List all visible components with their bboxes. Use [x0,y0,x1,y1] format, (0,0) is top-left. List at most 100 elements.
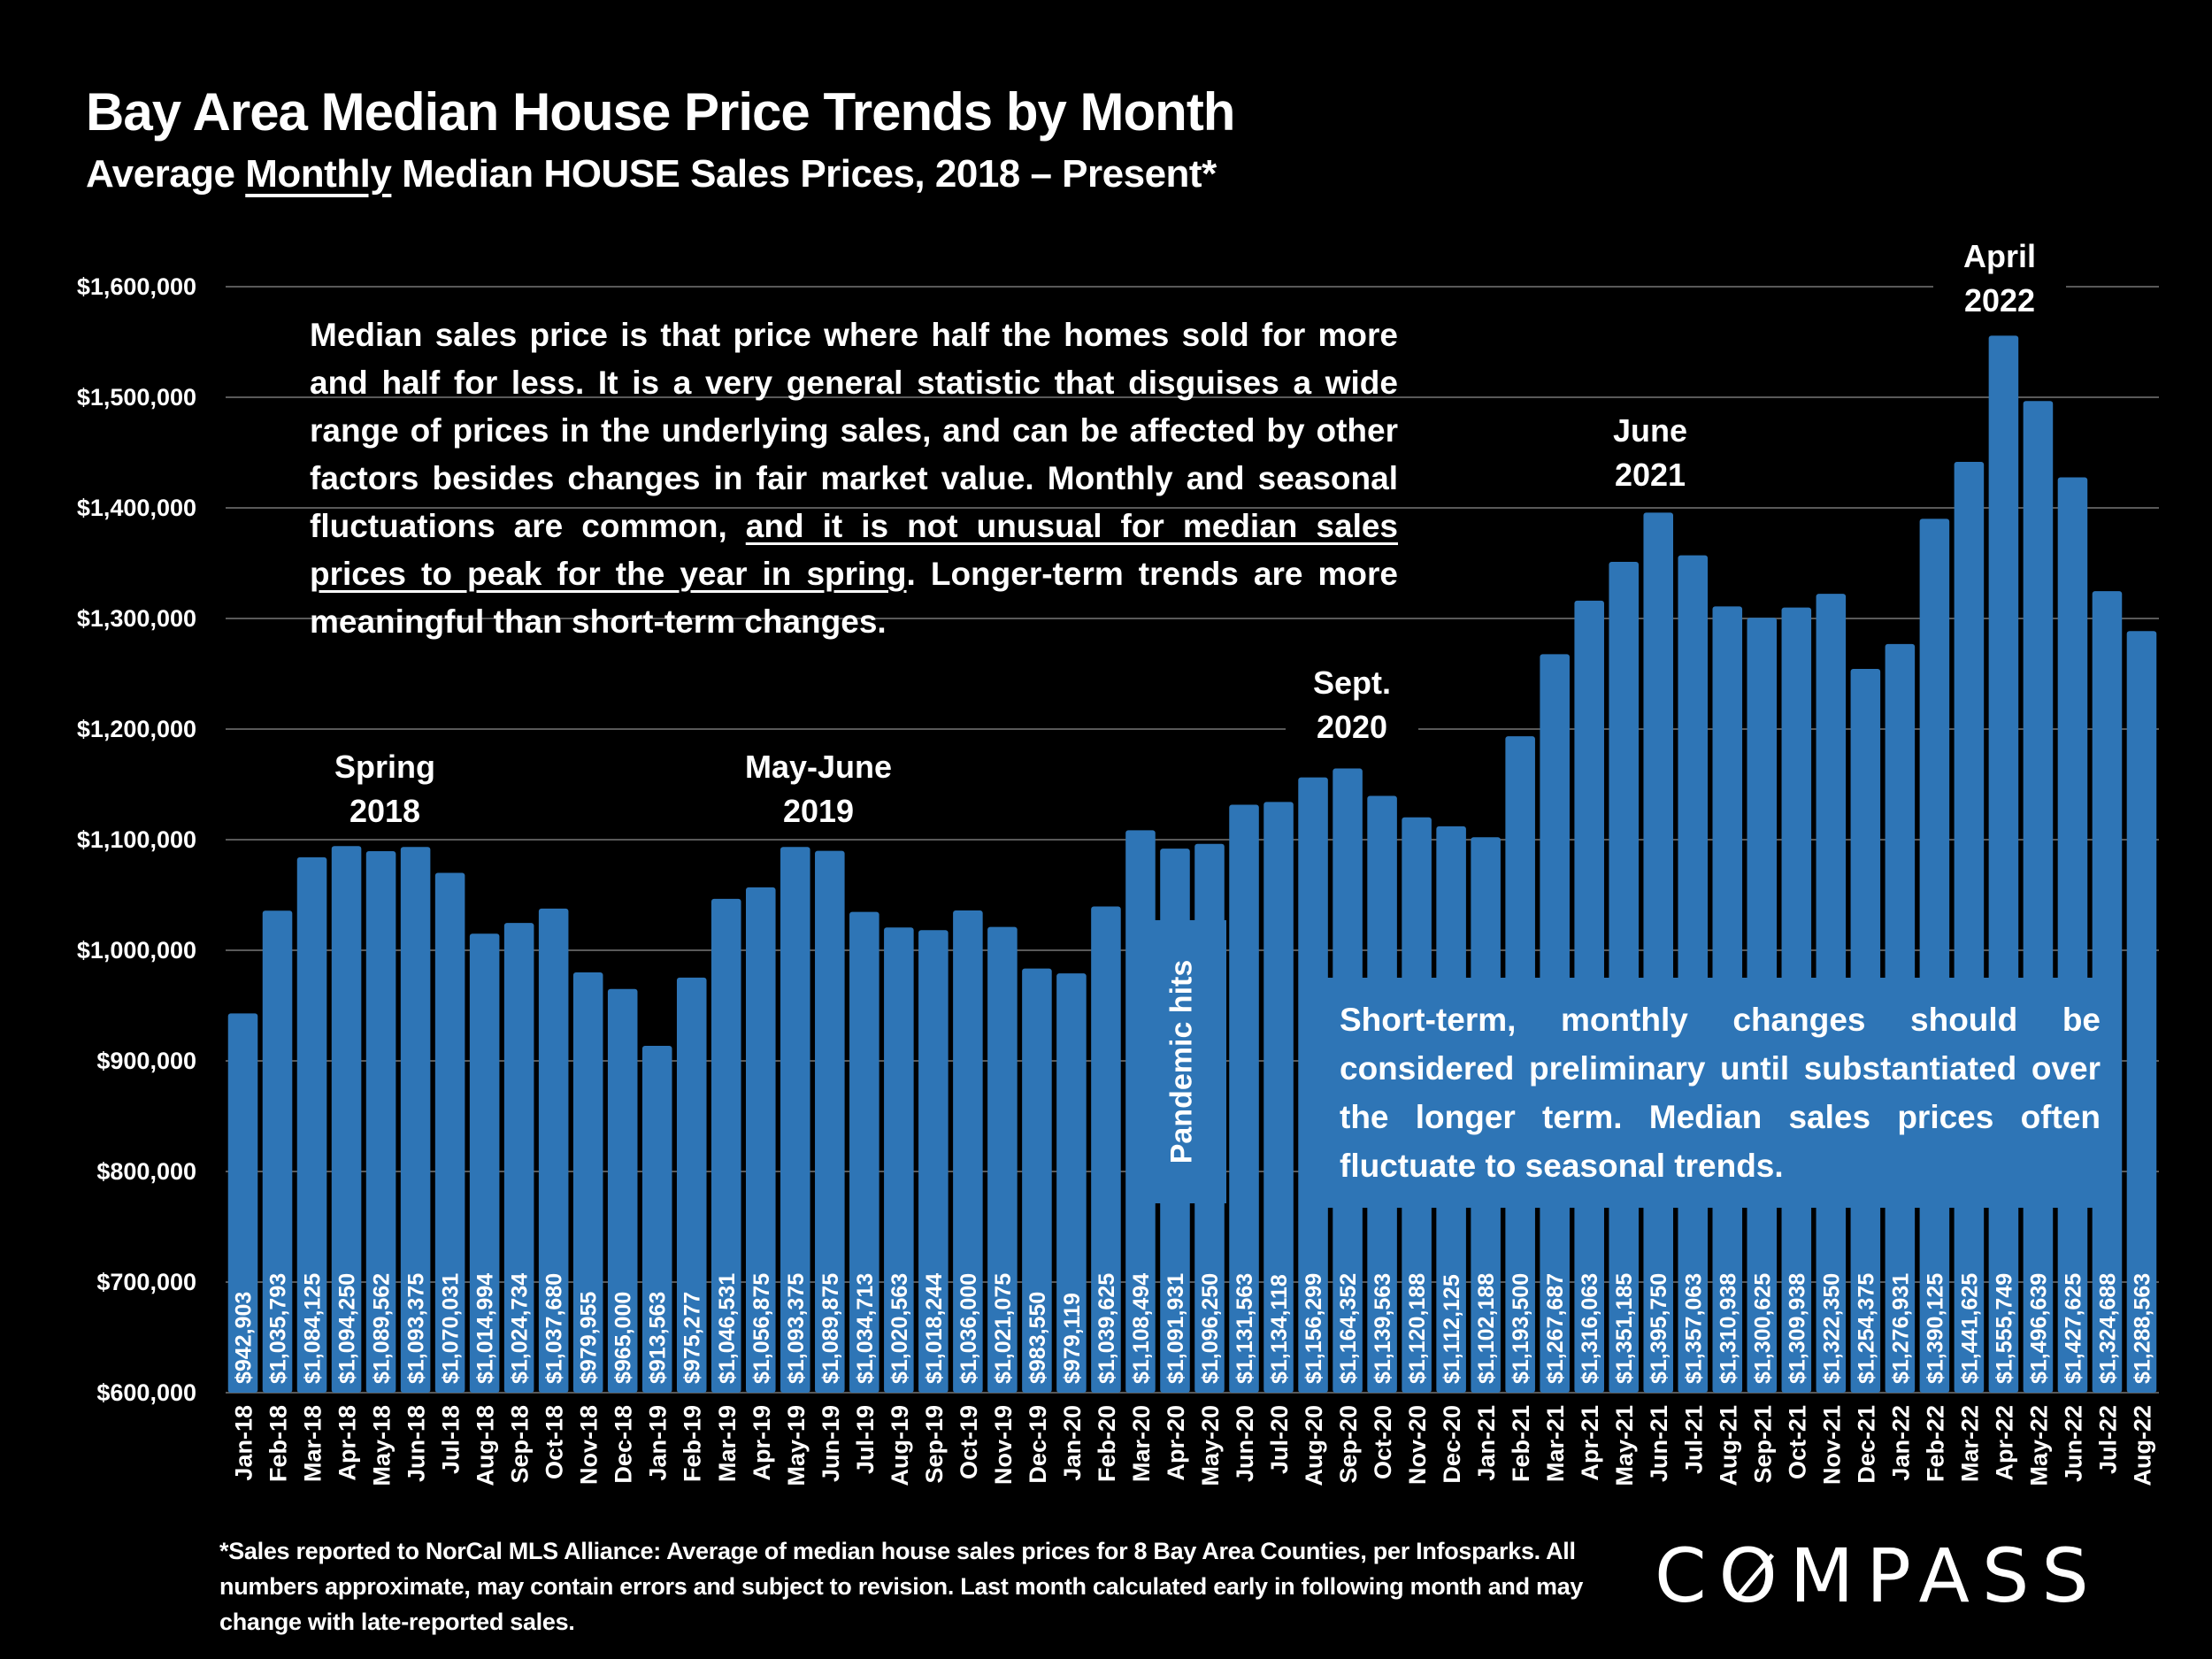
bar-jul-18 [434,872,465,1393]
x-tick-label: Dec-21 [1853,1405,1879,1484]
y-tick-label: $1,000,000 [77,937,196,964]
annotation-line1: June [1612,412,1688,449]
bar-value-label: $1,288,563 [2130,1273,2154,1384]
x-tick-label: Nov-20 [1404,1405,1431,1485]
bar-jun-18 [400,847,431,1393]
annotation-line2: 2021 [1614,457,1686,493]
bar-value-label: $1,276,931 [1888,1273,1913,1384]
x-tick-label: Feb-21 [1508,1405,1534,1482]
logo-text-c: C [1655,1532,1719,1619]
bar-value-label: $1,020,563 [887,1273,912,1384]
bar-value-label: $1,357,063 [1681,1273,1706,1384]
x-tick-label: Dec-19 [1025,1405,1051,1484]
y-tick-label: $800,000 [96,1158,196,1185]
x-tick-label: Apr-20 [1163,1405,1189,1481]
compass-logo: COMPASS [1655,1532,2101,1619]
bar-value-label: $1,300,625 [1750,1273,1775,1384]
bar-feb-18 [262,910,293,1393]
x-tick-label: Aug-22 [2129,1405,2155,1486]
x-tick-label: Dec-20 [1439,1405,1465,1484]
annotation-line2: 2019 [782,793,855,829]
y-tick-label: $900,000 [96,1048,196,1074]
bar-dec-18 [607,988,638,1393]
bar-nov-19 [987,926,1018,1393]
pandemic-hits-text: Pandemic hits [1164,959,1199,1164]
bar-value-label: $913,563 [646,1292,671,1384]
bar-value-label: $1,093,375 [784,1273,809,1384]
x-tick-label: Jun-18 [403,1405,430,1482]
x-tick-label: Jul-18 [438,1405,465,1474]
x-tick-label: May-18 [369,1405,396,1486]
bar-value-label: $1,014,994 [473,1273,498,1384]
bar-value-label: $1,156,299 [1302,1273,1326,1384]
bar-aug-19 [884,927,914,1393]
bar-value-label: $1,102,188 [1474,1273,1499,1384]
y-tick-label: $1,400,000 [77,495,196,521]
bar-value-label: $1,056,875 [749,1273,774,1384]
bar-value-label: $1,324,688 [2095,1273,2120,1384]
subtitle-underlined: Monthly [245,152,392,196]
bar-jan-19 [641,1046,672,1393]
y-tick-label: $1,300,000 [77,605,196,632]
x-tick-label: Jan-19 [645,1405,672,1481]
annotation-sept-2020: Sept. 2020 [1286,661,1418,749]
annotation-line2: 2018 [349,793,421,829]
bar-value-label: $1,108,494 [1129,1273,1154,1384]
bar-feb-20 [1091,906,1121,1393]
bar-aug-22 [2126,631,2157,1393]
bar-value-label: $942,903 [232,1292,257,1384]
x-tick-label: Feb-22 [1922,1405,1948,1482]
annotation-line2: 2020 [1316,709,1388,745]
note-top-post: . Longer-term trends are more meaningful… [310,556,1399,640]
annotation-line1: Sept. [1312,664,1391,701]
bar-mar-18 [296,856,327,1393]
y-tick-label: $1,600,000 [77,273,196,300]
y-tick-label: $700,000 [96,1269,196,1295]
annotation-line1: May-June [744,749,893,785]
x-tick-label: Sep-19 [921,1405,948,1484]
x-tick-label: Jan-22 [1887,1405,1914,1481]
x-tick-label: Sep-21 [1749,1405,1776,1484]
bar-feb-19 [676,977,707,1393]
bar-value-label: $1,018,244 [922,1273,947,1384]
x-tick-label: Jan-18 [231,1405,257,1481]
annotation-line2: 2022 [1963,282,2036,319]
logo-text-mpass: MPASS [1789,1532,2101,1619]
x-tick-label: May-20 [1197,1405,1224,1486]
bar-value-label: $1,134,118 [1267,1274,1292,1384]
bar-value-label: $1,037,680 [542,1273,567,1384]
x-tick-label: Dec-18 [611,1405,637,1484]
bar-value-label: $1,316,063 [1578,1273,1602,1384]
x-tick-label: Nov-18 [576,1405,603,1485]
annotation-line1: April [1962,238,2036,274]
x-tick-label: Jan-21 [1473,1405,1500,1481]
x-tick-label: Jun-20 [1232,1405,1258,1482]
bar-value-label: $1,084,125 [301,1273,326,1384]
subtitle-post: Median HOUSE Sales Prices, 2018 – Presen… [391,152,1217,196]
bar-apr-19 [745,887,776,1393]
bar-value-label: $1,024,734 [508,1273,533,1384]
bar-value-label: $1,096,250 [1198,1273,1223,1384]
x-tick-label: Aug-19 [887,1405,913,1486]
bar-value-label: $1,034,713 [853,1273,878,1384]
x-tick-label: Jul-21 [1680,1405,1707,1474]
y-axis: $600,000 $700,000 $800,000 $900,000 $1,000,0… [77,273,196,1406]
bar-jul-20 [1263,802,1294,1393]
x-axis: Jan-18 Feb-18 Mar-18 Apr-18 May-18 Jun-18 Jul-… [231,1405,2156,1486]
x-tick-label: Apr-21 [1577,1405,1603,1481]
bar-value-label: $1,089,562 [370,1273,395,1384]
y-tick-label: $1,100,000 [77,826,196,853]
y-tick-label: $1,200,000 [77,716,196,742]
x-tick-label: Aug-20 [1301,1405,1327,1486]
x-tick-label: Mar-18 [300,1405,326,1482]
bar-value-label: $1,046,531 [715,1273,740,1384]
x-tick-label: Feb-18 [265,1405,292,1482]
bar-value-label: $1,254,375 [1854,1273,1878,1384]
y-tick-label: $600,000 [96,1379,196,1406]
x-tick-label: Mar-19 [714,1405,741,1482]
bar-value-label: $975,277 [680,1292,705,1384]
bar-value-label: $1,120,188 [1405,1273,1430,1384]
x-tick-label: Jun-22 [2060,1405,2086,1482]
bar-value-label: $979,119 [1060,1293,1085,1384]
bar-value-label: $1,193,500 [1509,1273,1533,1384]
